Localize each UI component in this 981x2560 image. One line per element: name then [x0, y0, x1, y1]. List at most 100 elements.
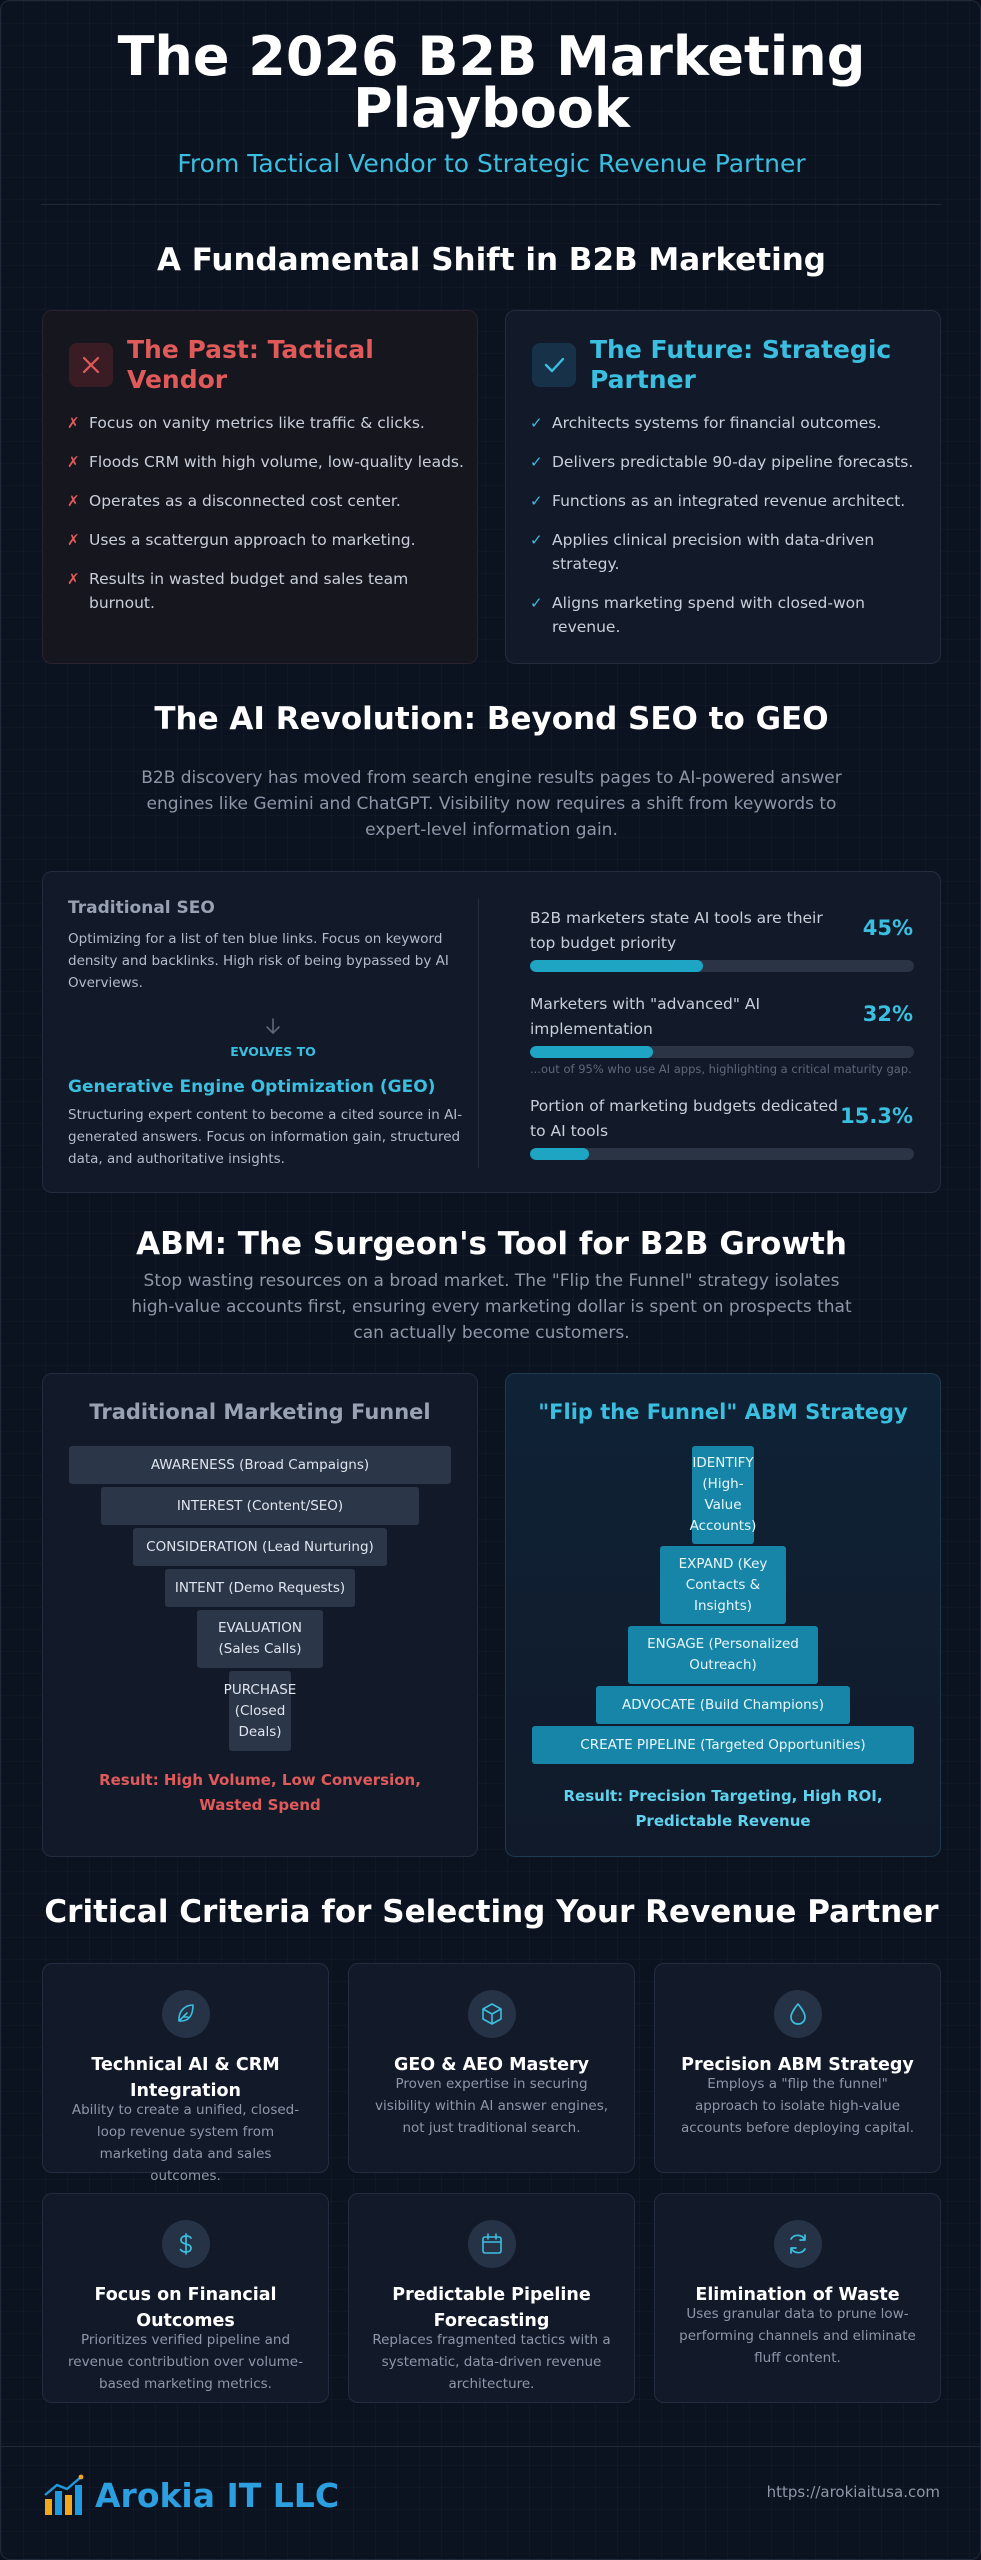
abm-funnel-stage: ADVOCATE (Build Champions) — [596, 1686, 850, 1724]
x-mark-icon: ✗ — [67, 492, 80, 510]
past-item: ✗ Operates as a disconnected cost center. — [67, 489, 467, 513]
traditional-funnel-stage: INTENT (Demo Requests) — [165, 1569, 355, 1607]
future-card: The Future: Strategic Partner ✓ Architect… — [505, 310, 941, 664]
past-heading: The Past: Tactical Vendor — [127, 335, 374, 394]
stat-value: 45% — [862, 916, 913, 940]
criteria-title: Elimination of Waste — [695, 2285, 900, 2305]
stat-label: Portion of marketing budgets dedicated t… — [530, 1097, 838, 1140]
stat-bar-track — [530, 1046, 914, 1058]
future-item: ✓ Delivers predictable 90-day pipeline fo… — [530, 450, 930, 474]
stat-bar-track — [530, 1148, 914, 1160]
evolves-label: EVOLVES TO — [230, 1044, 316, 1059]
future-item: ✓ Architects systems for financial outcom… — [530, 411, 930, 435]
feather-icon — [161, 1990, 210, 2038]
past-card: The Past: Tactical Vendor ✗ Focus on vani… — [42, 310, 478, 664]
abm-funnel-stage: ENGAGE (Personalized Outreach) — [628, 1626, 818, 1684]
stat-bar-fill — [530, 960, 703, 972]
abm-section-title: ABM: The Surgeon's Tool for B2B Growth — [136, 1226, 847, 1262]
past-item: ✗ Floods CRM with high volume, low-qualit… — [67, 450, 467, 474]
traditional-funnel-stage: INTEREST (Content/SEO) — [101, 1487, 419, 1525]
footer-divider — [1, 2446, 981, 2447]
check-mark-icon: ✓ — [530, 492, 543, 510]
x-mark-icon: ✗ — [67, 414, 80, 432]
evolves-block: EVOLVES TO — [208, 1016, 338, 1059]
logo-bars-icon — [44, 2474, 84, 2515]
abm-funnel-card: "Flip the Funnel" ABM Strategy IDENTIFY … — [505, 1373, 941, 1857]
criteria-text: Ability to create a unified, closed-loop… — [71, 2102, 300, 2184]
abm-funnel-stage: IDENTIFY (High-Value Accounts) — [690, 1446, 756, 1544]
arrow-down-icon — [266, 1018, 280, 1034]
criteria-card: Technical AI & CRM Integration Ability to… — [42, 1963, 329, 2184]
abm-funnel-result: Result: Precision Targeting, High ROI, P… — [563, 1787, 883, 1830]
divider — [41, 204, 941, 205]
future-heading: The Future: Strategic Partner — [590, 335, 892, 394]
calendar-icon — [467, 2220, 516, 2268]
dollar-icon — [161, 2220, 210, 2268]
criteria-title: GEO & AEO Mastery — [393, 2055, 590, 2075]
abm-funnel-title: "Flip the Funnel" ABM Strategy — [538, 1400, 908, 1424]
traditional-funnel-stage: AWARENESS (Broad Campaigns) — [69, 1446, 451, 1484]
criteria-title: Precision ABM Strategy — [681, 2055, 914, 2075]
geo-label: Generative Engine Optimization (GEO) — [68, 1077, 436, 1097]
criteria-card: Focus on Financial Outcomes Prioritizes v… — [42, 2193, 329, 2403]
abm-funnel-stage: EXPAND (Key Contacts & Insights) — [660, 1546, 786, 1624]
close-icon — [69, 343, 113, 387]
x-mark-icon: ✗ — [67, 453, 80, 471]
criteria-text: Replaces fragmented tactics with a syste… — [372, 2332, 611, 2392]
past-item: ✗ Results in wasted budget and sales team… — [67, 567, 467, 615]
abm-section-description: Stop wasting resources on a broad market… — [131, 1271, 852, 1343]
abm-funnel-stage: CREATE PIPELINE (Targeted Opportunities) — [532, 1726, 914, 1764]
page-subtitle: From Tactical Vendor to Strategic Revenu… — [177, 149, 806, 178]
geo-text: Structuring expert content to become a c… — [68, 1107, 463, 1167]
check-mark-icon: ✓ — [530, 531, 543, 549]
droplet-icon — [773, 1990, 822, 2038]
stat-bar-fill — [530, 1148, 589, 1160]
stat-label: B2B marketers state AI tools are their t… — [530, 909, 823, 952]
criteria-text: Prioritizes verified pipeline and revenu… — [68, 2332, 303, 2392]
x-mark-icon: ✗ — [67, 531, 80, 549]
ai-card: Traditional SEO Optimizing for a list of… — [42, 871, 941, 1193]
ai-section-description: B2B discovery has moved from search engi… — [141, 768, 842, 840]
criteria-card: Precision ABM Strategy Employs a "flip th… — [654, 1963, 941, 2173]
ai-section-title: The AI Revolution: Beyond SEO to GEO — [154, 701, 829, 737]
stat-note: ...out of 95% who use AI apps, highlight… — [530, 1062, 912, 1076]
traditional-funnel-stage: PURCHASE (Closed Deals) — [224, 1671, 296, 1751]
stat-value: 32% — [862, 1002, 913, 1026]
criteria-title: Focus on Financial Outcomes — [94, 2285, 277, 2331]
criteria-card: Predictable Pipeline Forecasting Replaces… — [348, 2193, 635, 2403]
refresh-icon — [773, 2220, 822, 2268]
cube-icon — [467, 1990, 516, 2038]
criteria-card: Elimination of Waste Uses granular data t… — [654, 2193, 941, 2403]
future-list: ✓ Architects systems for financial outcom… — [530, 411, 930, 654]
stat-bar-track — [530, 960, 914, 972]
future-item: ✓ Aligns marketing spend with closed-won … — [530, 591, 930, 639]
future-item: ✓ Applies clinical precision with data-dr… — [530, 528, 930, 576]
traditional-funnel-stage: CONSIDERATION (Lead Nurturing) — [133, 1528, 387, 1566]
footer-logo: Arokia IT LLC — [43, 2473, 339, 2517]
seo-text: Optimizing for a list of ten blue links.… — [68, 931, 449, 991]
past-item: ✗ Focus on vanity metrics like traffic & … — [67, 411, 467, 435]
shift-section-title: A Fundamental Shift in B2B Marketing — [156, 242, 826, 278]
check-mark-icon: ✓ — [530, 594, 543, 612]
stat-label: Marketers with "advanced" AI implementat… — [530, 995, 761, 1038]
check-mark-icon: ✓ — [530, 453, 543, 471]
criteria-card: GEO & AEO Mastery Proven expertise in sec… — [348, 1963, 635, 2173]
criteria-title: Predictable Pipeline Forecasting — [392, 2285, 591, 2331]
traditional-funnel-result: Result: High Volume, Low Conversion, Was… — [99, 1771, 421, 1814]
traditional-funnel-title: Traditional Marketing Funnel — [89, 1400, 431, 1424]
footer-url[interactable]: https://arokiaitusa.com — [766, 2483, 940, 2501]
traditional-funnel-card: Traditional Marketing Funnel AWARENESS (… — [42, 1373, 478, 1857]
future-item: ✓ Functions as an integrated revenue arch… — [530, 489, 930, 513]
traditional-funnel-stage: EVALUATION (Sales Calls) — [197, 1610, 323, 1668]
criteria-title: Technical AI & CRM Integration — [91, 2055, 280, 2101]
check-icon — [532, 343, 576, 387]
stat-value: 15.3% — [840, 1104, 913, 1128]
criteria-section-title: Critical Criteria for Selecting Your Rev… — [44, 1894, 939, 1930]
logo-text: Arokia IT LLC — [95, 2475, 340, 2515]
check-mark-icon: ✓ — [530, 414, 543, 432]
page-title: The 2026 B2B Marketing Playbook — [117, 25, 866, 140]
criteria-text: Employs a "flip the funnel" approach to … — [680, 2076, 915, 2136]
x-mark-icon: ✗ — [67, 570, 80, 588]
seo-label: Traditional SEO — [68, 898, 215, 918]
